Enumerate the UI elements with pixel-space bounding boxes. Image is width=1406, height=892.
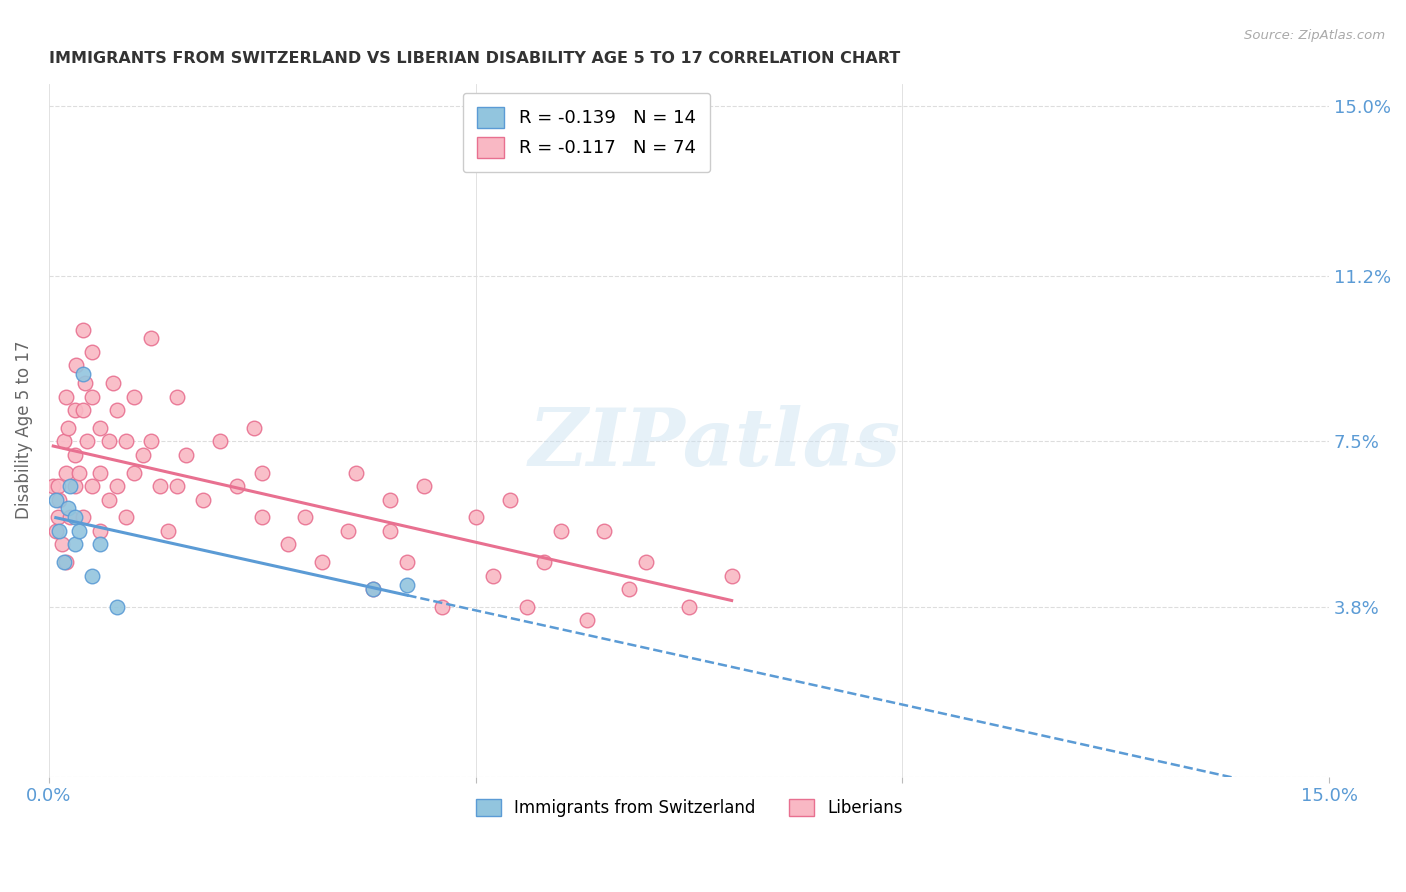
Point [67,466,90,480]
Y-axis label: Disability Age 5 to 17: Disability Age 5 to 17 [15,341,32,519]
Point [114,434,136,449]
Point [166,479,188,493]
Text: IMMIGRANTS FROM SWITZERLAND VS LIBERIAN DISABILITY AGE 5 TO 17 CORRELATION CHART: IMMIGRANTS FROM SWITZERLAND VS LIBERIAN … [49,51,900,66]
Point [208,434,231,449]
Point [396,555,419,569]
Point [720,568,742,582]
Point [636,555,658,569]
Point [499,492,522,507]
Point [464,510,486,524]
Point [53,434,76,449]
Point [430,599,453,614]
Point [619,582,641,596]
Point [51,537,73,551]
Point [59,479,82,493]
Point [80,568,103,582]
Point [141,331,163,345]
Point [48,492,70,507]
Point [65,359,87,373]
Point [89,524,111,538]
Point [63,510,86,524]
Point [63,448,86,462]
Point [56,421,79,435]
Point [191,492,214,507]
Point [550,524,572,538]
Point [678,599,700,614]
Point [55,555,77,569]
Point [46,479,69,493]
Point [97,492,120,507]
Point [252,466,274,480]
Point [225,479,247,493]
Point [380,524,402,538]
Point [344,466,367,480]
Point [80,390,103,404]
Point [336,524,359,538]
Point [174,448,197,462]
Point [72,510,94,524]
Point [67,524,90,538]
Point [361,582,384,596]
Point [45,492,67,507]
Point [252,510,274,524]
Point [124,466,146,480]
Point [80,345,103,359]
Point [89,537,111,551]
Point [114,510,136,524]
Point [575,613,598,627]
Point [481,568,503,582]
Point [361,582,384,596]
Point [105,479,128,493]
Point [516,599,538,614]
Point [413,479,436,493]
Point [166,390,188,404]
Point [72,322,94,336]
Point [63,479,86,493]
Point [157,524,180,538]
Point [105,599,128,614]
Text: ZIPatlas: ZIPatlas [529,405,901,483]
Point [63,537,86,551]
Point [45,524,67,538]
Point [59,510,82,524]
Point [76,434,98,449]
Point [48,524,70,538]
Point [105,403,128,417]
Point [132,448,155,462]
Point [101,376,124,391]
Legend: Immigrants from Switzerland, Liberians: Immigrants from Switzerland, Liberians [468,792,910,824]
Point [72,368,94,382]
Point [46,510,69,524]
Point [55,390,77,404]
Point [149,479,172,493]
Point [89,466,111,480]
Point [380,492,402,507]
Point [56,501,79,516]
Point [396,577,419,591]
Point [294,510,316,524]
Point [53,555,76,569]
Point [42,479,65,493]
Point [533,555,555,569]
Point [124,390,146,404]
Point [89,421,111,435]
Point [277,537,299,551]
Point [72,403,94,417]
Point [141,434,163,449]
Point [97,434,120,449]
Point [242,421,264,435]
Point [73,376,96,391]
Point [55,466,77,480]
Point [80,479,103,493]
Point [63,403,86,417]
Point [311,555,333,569]
Text: Source: ZipAtlas.com: Source: ZipAtlas.com [1244,29,1385,42]
Point [592,524,614,538]
